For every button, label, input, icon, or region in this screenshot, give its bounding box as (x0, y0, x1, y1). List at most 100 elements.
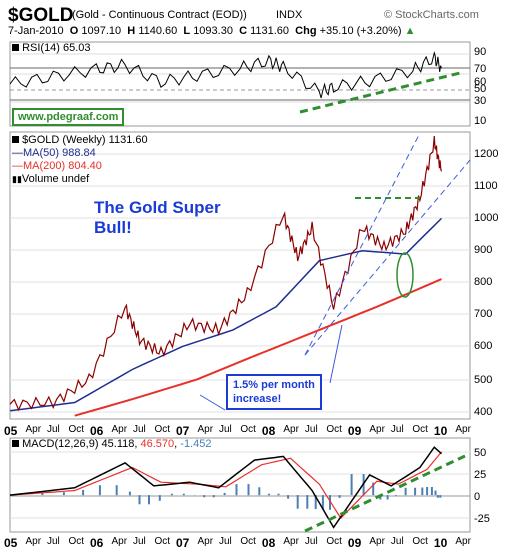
macd-histogram-bar (115, 485, 118, 496)
macd-green-trendline (304, 454, 466, 533)
macd-histogram-bar (350, 474, 353, 496)
rsi-tick-70: 70 (474, 63, 486, 75)
chart-exchange: INDX (276, 9, 303, 21)
macd-histogram-bar (338, 495, 341, 498)
price-tick-500: 500 (474, 374, 492, 386)
x-tick-label: 08 (261, 424, 276, 438)
macd-tick-25: 25 (474, 469, 486, 481)
rsi-icon (12, 44, 19, 51)
x-tick-label: Oct (412, 536, 428, 547)
macd-histogram-bar (287, 495, 290, 499)
x-tick-label: Jul (304, 536, 318, 547)
macd-line (9, 446, 443, 529)
price-tick-1100: 1100 (474, 180, 498, 192)
rsi-tick-90: 90 (474, 46, 486, 58)
macd-legend: MACD(12,26,9) 45.118, 46.570, -1.452 (12, 438, 211, 450)
x-tick-label: Jul (390, 536, 404, 547)
x-tick-label: 06 (90, 424, 104, 438)
macd-histogram-bar (439, 495, 442, 498)
legend-ma50: —MA(50) 988.84 (12, 147, 96, 159)
macd-histogram-bar (203, 495, 206, 498)
x-tick-label: Apr (111, 424, 128, 435)
macd-histogram-bar (98, 485, 101, 496)
macd-histogram-bar (426, 487, 429, 496)
increase-annotation: 1.5% per month increase! (226, 374, 322, 410)
rsi-line (9, 51, 442, 99)
x-tick-label: Jul (390, 424, 404, 435)
price-legend: $GOLD (Weekly) 1131.60 —MA(50) 988.84 —M… (12, 134, 148, 186)
macd-histogram-bar (321, 495, 324, 510)
macd-histogram-bar (434, 490, 437, 496)
x-tick-label: Apr (25, 536, 42, 547)
legend-gold: $GOLD (Weekly) 1131.60 (12, 134, 148, 147)
macd-histogram-bar (296, 495, 299, 509)
ma200-line (74, 278, 442, 417)
x-tick-label: Apr (197, 424, 214, 435)
x-tick-label: Oct (326, 424, 342, 435)
macd-histogram-bar (267, 493, 270, 496)
x-tick-label: Jul (133, 424, 146, 435)
price-x-axis: 05 Apr Jul Oct 06 Apr Jul Oct 07 Apr Jul Oct 08 Apr Ju… (0, 424, 471, 438)
rsi-tick-60: 60 (474, 76, 486, 88)
macd-tick-neg25: -25 (474, 513, 490, 525)
x-tick-label: Jul (219, 424, 232, 435)
gold-icon (12, 136, 19, 143)
rsi-green-trendline (299, 71, 461, 114)
rsi-tick-50: 50 (474, 83, 486, 95)
x-tick-label: Oct (154, 536, 171, 547)
rsi-y-axis: 90 70 60 50 30 10 (474, 46, 486, 127)
arrow-to-channel (329, 324, 343, 384)
macd-histogram-bar (128, 491, 131, 496)
rsi-label: RSI(14) 65.03 (12, 42, 91, 54)
x-tick-label: Oct (154, 424, 171, 435)
macd-histogram-bar (386, 495, 389, 500)
x-tick-label: Apr (197, 536, 214, 547)
price-tick-900: 900 (474, 244, 492, 256)
ma200-line-icon: — (12, 160, 23, 172)
x-tick-label: 08 (261, 536, 276, 550)
chart-symbol: $GOLD (8, 5, 74, 26)
price-frame (9, 131, 471, 420)
macd-histogram-bar (414, 487, 417, 496)
channel-lower-line (304, 159, 471, 356)
price-tick-700: 700 (474, 308, 492, 320)
x-tick-label: Apr (369, 424, 385, 435)
macd-histogram-bar (314, 495, 317, 510)
macd-y-axis: 50 25 0 -25 (474, 447, 490, 525)
macd-histogram-bar (430, 487, 433, 496)
macd-histogram-bar (404, 487, 407, 496)
macd-histogram-bar (329, 495, 331, 510)
price-tick-1000: 1000 (474, 212, 498, 224)
super-bull-annotation: The Gold Super Bull! (94, 198, 221, 237)
x-tick-label: 05 (4, 424, 18, 438)
change-value: +35.10 (+3.20%) (319, 25, 402, 37)
x-tick-label: 09 (347, 536, 362, 550)
x-tick-label: 10 (433, 424, 448, 438)
ma50-line-icon: — (12, 147, 23, 159)
legend-ma200: —MA(200) 804.40 (12, 160, 102, 172)
x-tick-label: Apr (369, 536, 385, 547)
up-triangle-icon: ▲ (404, 25, 416, 37)
arrow-to-ma200 (199, 394, 226, 411)
macd-histogram-bar (82, 489, 85, 496)
legend-volume: ▮▮Volume undef (12, 173, 90, 185)
macd-icon (12, 440, 19, 447)
macd-histogram-bar (258, 487, 261, 496)
ma-gap-ellipse (396, 252, 414, 298)
price-y-axis: 1200 1100 1000 900 800 700 600 500 400 (474, 148, 498, 418)
macd-histogram (41, 474, 442, 510)
x-tick-label: Jul (304, 424, 318, 435)
x-tick-label: 07 (176, 424, 190, 438)
macd-histogram-bar (421, 487, 424, 496)
rsi-grid (10, 53, 470, 103)
rsi-tick-30: 30 (474, 95, 486, 107)
price-tick-400: 400 (474, 406, 492, 418)
macd-histogram-bar (62, 492, 65, 496)
macd-histogram-bar (395, 495, 397, 496)
macd-histogram-bar (41, 492, 44, 496)
x-tick-label: Oct (412, 424, 428, 435)
macd-histogram-bar (306, 495, 309, 509)
price-tick-1200: 1200 (474, 148, 498, 160)
x-tick-label: 05 (4, 536, 18, 550)
macd-tick-0: 0 (474, 491, 480, 503)
